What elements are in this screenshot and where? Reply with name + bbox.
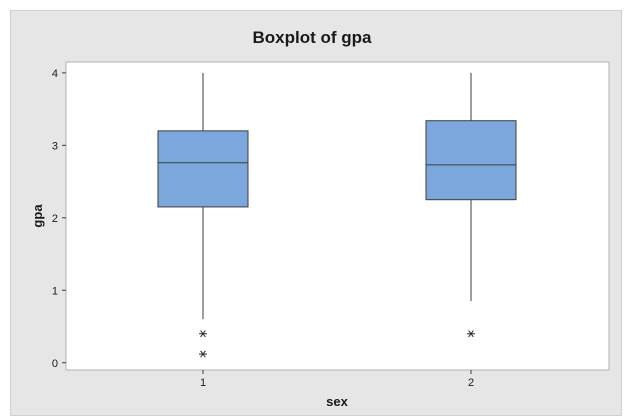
y-tick-label: 0	[52, 358, 58, 370]
y-tick-label: 3	[52, 140, 58, 152]
outlier-stroke	[200, 350, 206, 358]
box-2	[425, 72, 517, 338]
iqr-box	[425, 120, 517, 201]
x-tick-label: 1	[200, 377, 206, 389]
y-axis: 0 1 2 3 4	[52, 68, 66, 370]
outlier-stroke	[200, 330, 206, 338]
boxes-group	[157, 72, 517, 358]
y-tick-label: 1	[52, 285, 58, 297]
outlier-marker	[199, 350, 207, 358]
y-axis-label: gpa	[30, 204, 45, 228]
y-tick-label: 4	[52, 68, 58, 80]
x-axis-label: sex	[326, 394, 348, 409]
outlier-stroke	[468, 330, 474, 338]
outlier-marker	[467, 330, 475, 338]
iqr-box	[157, 130, 249, 208]
y-tick-label: 2	[52, 213, 58, 225]
chart-title: Boxplot of gpa	[252, 28, 372, 47]
plot-area	[65, 61, 610, 371]
outlier-marker	[199, 330, 207, 338]
x-tick-label: 2	[468, 377, 474, 389]
box-1	[157, 72, 249, 358]
